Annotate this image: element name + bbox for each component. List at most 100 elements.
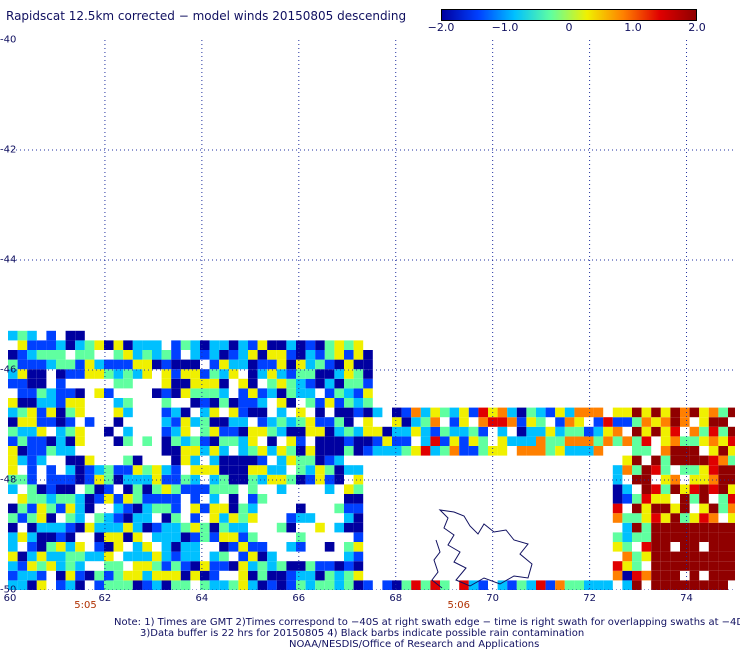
- swath-cell: [123, 436, 133, 446]
- swath-cell: [27, 570, 37, 581]
- swath-cell: [296, 426, 306, 437]
- swath-cell: [180, 417, 191, 427]
- swath-cell: [46, 398, 56, 408]
- swath-cell: [315, 455, 325, 466]
- swath-cell: [219, 446, 229, 456]
- swath-cell: [699, 407, 709, 418]
- swath-cell: [344, 551, 354, 562]
- swath-cell: [17, 359, 28, 370]
- latitude-label: -42: [0, 144, 17, 156]
- swath-cell: [305, 455, 316, 466]
- swath-cell: [286, 426, 296, 437]
- swath-cell: [209, 340, 220, 350]
- swath-cell: [36, 378, 47, 389]
- swath-cell: [593, 436, 604, 446]
- swath-cell: [123, 513, 133, 523]
- swath-cell: [632, 455, 642, 466]
- swath-cell: [219, 340, 229, 350]
- swath-cell: [190, 494, 200, 504]
- swath-cell: [219, 551, 229, 562]
- swath-cell: [612, 417, 623, 427]
- swath-cell: [84, 494, 95, 504]
- swath-cell: [257, 407, 268, 418]
- swath-cell: [612, 542, 623, 552]
- swath-cell: [324, 465, 335, 475]
- swath-cell: [132, 369, 143, 379]
- swath-cell: [276, 570, 287, 581]
- swath-cell: [344, 359, 354, 370]
- swath-cell: [200, 398, 210, 408]
- swath-cell: [286, 542, 296, 552]
- swath-cell: [315, 436, 325, 446]
- swath-cell: [84, 417, 95, 427]
- swath-cell: [75, 465, 85, 475]
- swath-cell: [632, 426, 642, 437]
- swath-cell: [728, 446, 735, 456]
- swath-cell: [286, 369, 296, 379]
- swath-cell: [228, 522, 239, 533]
- swath-cell: [27, 426, 37, 437]
- swath-cell: [689, 494, 700, 504]
- swath-cell: [708, 532, 719, 542]
- swath-cell: [478, 417, 488, 427]
- swath-cell: [36, 561, 47, 571]
- swath-cell: [641, 426, 652, 437]
- swath-cell: [497, 426, 508, 437]
- swath-cell: [56, 426, 66, 437]
- swath-cell: [161, 426, 172, 437]
- swath-cell: [142, 474, 152, 485]
- swath-cell: [171, 340, 181, 350]
- swath-cell: [238, 359, 248, 370]
- swath-cell: [305, 465, 316, 475]
- latitude-label: -40: [0, 34, 17, 46]
- swath-cell: [152, 340, 162, 350]
- swath-cell: [670, 474, 680, 485]
- swath-cell: [65, 503, 76, 514]
- swath-cell: [180, 369, 191, 379]
- swath-cell: [161, 494, 172, 504]
- swath-cell: [363, 407, 373, 418]
- swath-cell: [190, 446, 200, 456]
- swath-cell: [344, 426, 354, 437]
- swath-cell: [75, 330, 85, 341]
- swath-cell: [46, 484, 56, 494]
- swath-cell: [171, 551, 181, 562]
- swath-cell: [564, 417, 575, 427]
- swath-cell: [574, 446, 584, 456]
- swath-cell: [276, 388, 287, 398]
- swath-cell: [36, 369, 47, 379]
- swath-cell: [440, 580, 450, 590]
- swath-cell: [94, 580, 104, 590]
- swath-cell: [660, 580, 671, 590]
- swath-cell: [200, 340, 210, 350]
- swath-cell: [94, 570, 104, 581]
- swath-cell: [363, 350, 373, 360]
- swath-cell: [84, 359, 95, 370]
- swath-cell: [152, 570, 162, 581]
- swath-cell: [113, 417, 124, 427]
- swath-cell: [209, 436, 220, 446]
- swath-cell: [440, 426, 450, 437]
- swath-cell: [94, 484, 104, 494]
- swath-cell: [478, 426, 488, 437]
- swath-cell: [420, 407, 431, 418]
- swath-cell: [200, 570, 210, 581]
- swath-cell: [296, 465, 306, 475]
- swath-cell: [75, 570, 85, 581]
- swath-cell: [209, 561, 220, 571]
- swath-cell: [478, 436, 488, 446]
- swath-cell: [200, 580, 210, 590]
- swath-cell: [36, 522, 47, 533]
- swath-cell: [132, 484, 143, 494]
- swath-cell: [526, 426, 536, 437]
- swath-cell: [718, 551, 728, 562]
- swath-cell: [680, 455, 690, 466]
- note-line-2: 3)Data buffer is 22 hrs for 20150805 4) …: [140, 628, 585, 639]
- swath-cell: [324, 484, 335, 494]
- swath-cell: [545, 407, 556, 418]
- swath-cell: [660, 513, 671, 523]
- swath-cell: [75, 455, 85, 466]
- swath-cell: [180, 484, 191, 494]
- swath-cell: [430, 446, 440, 456]
- swath-cell: [718, 465, 728, 475]
